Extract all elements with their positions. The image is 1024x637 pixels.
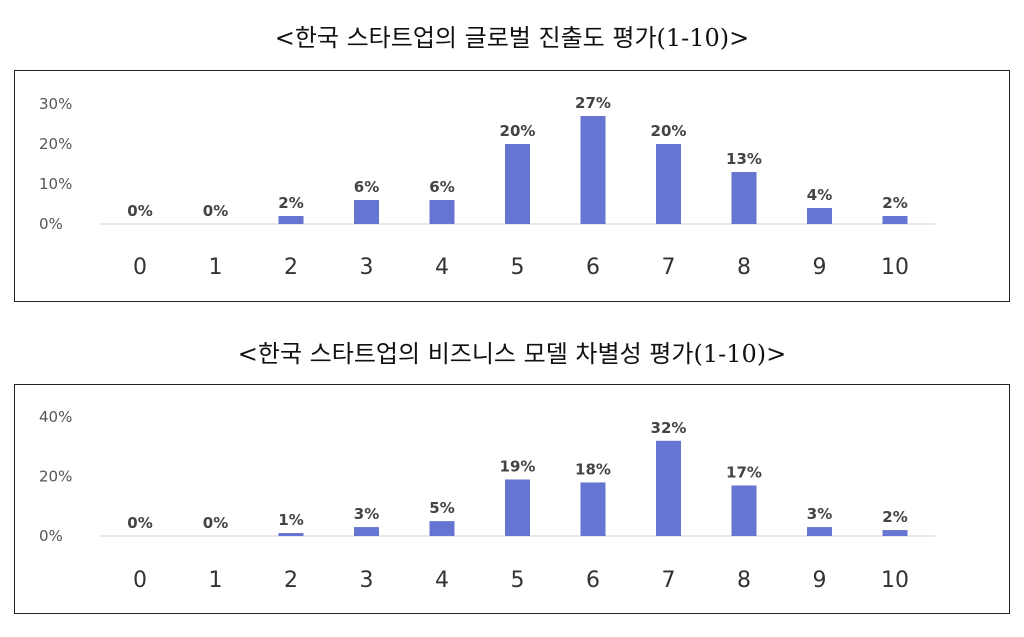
chart-2-data-label: 0% [203, 514, 228, 532]
chart-1-xtick-label: 0 [133, 255, 147, 280]
chart-1-xtick-label: 6 [586, 255, 600, 280]
chart-2-bar [731, 485, 757, 536]
chart-1-ytick-label: 0% [39, 215, 63, 233]
chart-2-bar [505, 479, 530, 536]
chart-1-xtick-label: 10 [881, 255, 909, 280]
chart-1-frame: 0% 10% 20% 30% 0% 0 0% 1 2% 2 6% 3 6% 4 20% 5 27% 6 20% 7 13… [14, 70, 1010, 302]
chart-1-data-label: 20% [651, 122, 687, 140]
chart-2-plot: 0% 20% 40% 0% 0 0% 1 1% 2 3% 3 5% 4 19% 5 18% 6 32% 7 17% 8 3… [39, 408, 935, 593]
chart-1-ytick-label: 10% [39, 175, 72, 193]
chart-1-data-label: 0% [127, 202, 152, 220]
chart-1-bar [429, 200, 455, 224]
chart-2-xtick-label: 4 [435, 568, 449, 593]
chart-1-bar [278, 216, 304, 224]
chart-1-xtick-label: 7 [662, 255, 676, 280]
chart-2-frame: 0% 20% 40% 0% 0 0% 1 1% 2 3% 3 5% 4 19% 5 18% 6 32% 7 17% 8 3… [14, 384, 1010, 614]
chart-2-xtick-label: 6 [586, 568, 600, 593]
chart-2-bar [807, 527, 832, 536]
chart-2-bar [354, 527, 379, 536]
chart-2-data-label: 5% [429, 499, 454, 517]
chart-1-bar [731, 172, 757, 224]
chart-2-data-label: 3% [807, 505, 832, 523]
chart-2-data-label: 32% [651, 419, 687, 437]
chart-2-ytick-label: 40% [39, 408, 72, 426]
chart-2-data-label: 2% [882, 508, 907, 526]
chart-2-bar [429, 521, 455, 536]
chart-2-xtick-label: 9 [813, 568, 827, 593]
chart-1-xtick-label: 9 [813, 255, 827, 280]
chart-1-plot: 0% 10% 20% 30% 0% 0 0% 1 2% 2 6% 3 6% 4 20% 5 27% 6 20% 7 13… [39, 94, 935, 280]
chart-1-data-label: 6% [429, 178, 454, 196]
chart-1-ytick-label: 20% [39, 135, 72, 153]
chart-1-data-label: 6% [354, 178, 379, 196]
chart-1-bar [354, 200, 379, 224]
chart-2-xtick-label: 8 [737, 568, 751, 593]
chart-2-data-label: 17% [726, 463, 762, 481]
chart-2-bar [656, 440, 681, 536]
chart-1-xtick-label: 1 [209, 255, 223, 280]
chart-2-ytick-label: 0% [39, 527, 63, 545]
chart-2-xtick-label: 3 [360, 568, 374, 593]
chart-2-xtick-label: 7 [662, 568, 676, 593]
chart-1-data-label: 27% [575, 94, 611, 112]
chart-2-ytick-label: 20% [39, 468, 72, 486]
chart-2-xtick-label: 10 [881, 568, 909, 593]
chart-1-title: <한국 스타트업의 글로벌 진출도 평가(1-10)> [274, 24, 750, 52]
chart-1-data-label: 2% [278, 194, 303, 212]
chart-1-bar [882, 216, 908, 224]
chart-2-xtick-label: 5 [511, 568, 525, 593]
chart-2-xtick-label: 2 [284, 568, 298, 593]
chart-2-data-label: 0% [127, 514, 152, 532]
chart-1-xtick-label: 2 [284, 255, 298, 280]
chart-1-data-label: 2% [882, 194, 907, 212]
chart-2-bar [580, 482, 606, 536]
chart-1-xtick-label: 5 [511, 255, 525, 280]
chart-1-data-label: 4% [807, 186, 832, 204]
chart-2-xtick-label: 0 [133, 568, 147, 593]
chart-1-ytick-label: 30% [39, 95, 72, 113]
chart-1-data-label: 0% [203, 202, 228, 220]
chart-1-data-label: 20% [500, 122, 536, 140]
chart-2-data-label: 19% [500, 457, 536, 475]
chart-1-data-label: 13% [726, 150, 762, 168]
chart-1-xtick-label: 3 [360, 255, 374, 280]
chart-1-bar [656, 144, 681, 224]
chart-2-bar [882, 530, 908, 536]
chart-1-xtick-label: 8 [737, 255, 751, 280]
chart-2-data-label: 1% [278, 511, 303, 529]
chart-2-title: <한국 스타트업의 비즈니스 모델 차별성 평가(1-10)> [237, 340, 787, 368]
chart-2-xtick-label: 1 [209, 568, 223, 593]
chart-1-bar [807, 208, 832, 224]
chart-2-data-label: 3% [354, 505, 379, 523]
chart-2-bar [278, 533, 304, 536]
chart-1-bar [505, 144, 530, 224]
chart-1-bar [580, 116, 606, 224]
chart-2-data-label: 18% [575, 460, 611, 478]
chart-1-xtick-label: 4 [435, 255, 449, 280]
